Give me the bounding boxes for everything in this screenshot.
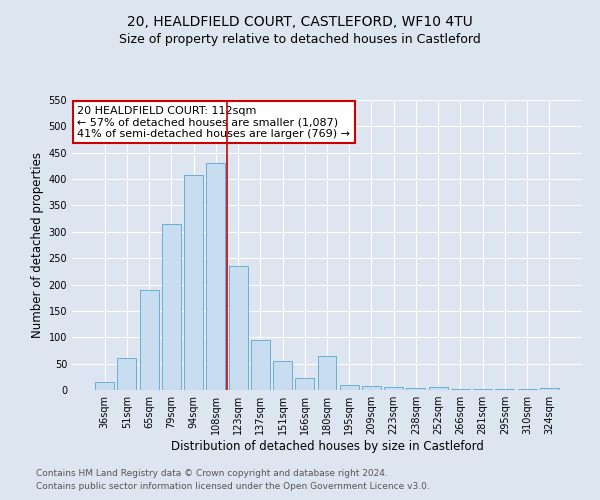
Bar xyxy=(184,175,203,390)
Bar xyxy=(206,164,225,390)
Text: 20 HEALDFIELD COURT: 112sqm
← 57% of detached houses are smaller (1,087)
41% of : 20 HEALDFIELD COURT: 112sqm ← 57% of det… xyxy=(77,106,350,139)
Y-axis label: Number of detached properties: Number of detached properties xyxy=(31,152,44,338)
Text: Contains public sector information licensed under the Open Government Licence v3: Contains public sector information licen… xyxy=(36,482,430,491)
Bar xyxy=(229,266,248,390)
Text: Size of property relative to detached houses in Castleford: Size of property relative to detached ho… xyxy=(119,32,481,46)
Bar xyxy=(118,358,136,390)
Bar xyxy=(340,386,359,390)
Bar xyxy=(429,388,448,390)
Text: Contains HM Land Registry data © Crown copyright and database right 2024.: Contains HM Land Registry data © Crown c… xyxy=(36,468,388,477)
Bar xyxy=(362,386,381,390)
Bar xyxy=(295,378,314,390)
X-axis label: Distribution of detached houses by size in Castleford: Distribution of detached houses by size … xyxy=(170,440,484,453)
Bar xyxy=(540,388,559,390)
Bar xyxy=(317,356,337,390)
Bar xyxy=(406,388,425,390)
Bar xyxy=(384,388,403,390)
Bar xyxy=(273,361,292,390)
Bar xyxy=(95,382,114,390)
Bar xyxy=(162,224,181,390)
Bar xyxy=(451,389,470,390)
Bar xyxy=(251,340,270,390)
Bar xyxy=(140,290,158,390)
Text: 20, HEALDFIELD COURT, CASTLEFORD, WF10 4TU: 20, HEALDFIELD COURT, CASTLEFORD, WF10 4… xyxy=(127,15,473,29)
